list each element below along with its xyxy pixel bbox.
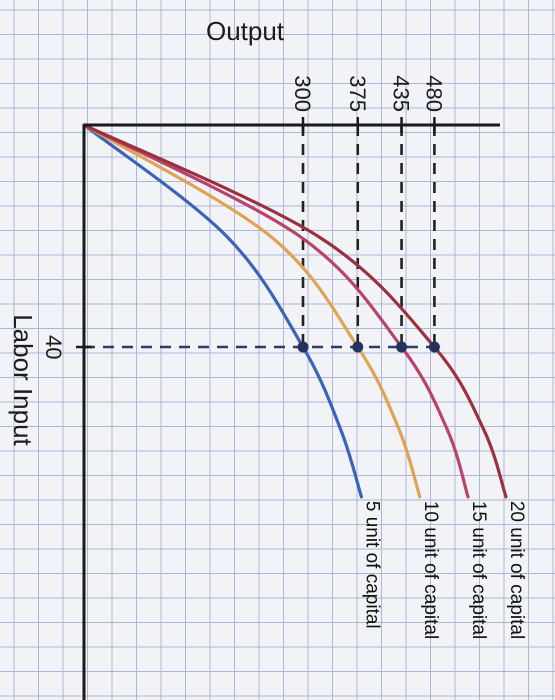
series-label-1: 5 unit of capital: [361, 501, 382, 629]
ticks: 300 375 435 480 40: [41, 75, 446, 359]
y-axis-title: Output: [206, 16, 285, 46]
tick-label-output-300: 300: [290, 75, 315, 112]
curve-series-3: [82, 123, 470, 499]
tick-label-labor-40: 40: [41, 335, 66, 359]
tick-label-output-435: 435: [389, 75, 414, 112]
tick-label-output-375: 375: [345, 75, 370, 112]
marker-dot-375: [352, 341, 364, 353]
tick-label-output-480: 480: [421, 75, 446, 112]
series-label-2: 10 unit of capital: [420, 501, 441, 639]
curves: [82, 123, 508, 499]
curve-series-2: [82, 123, 422, 499]
marker-dot-435: [396, 341, 408, 353]
series-label-4: 20 unit of capital: [506, 501, 527, 639]
series-label-3: 15 unit of capital: [468, 501, 489, 639]
x-axis-title: Labor Input: [8, 314, 38, 446]
curve-series-1: [82, 123, 363, 499]
marker-dot-300: [297, 341, 309, 353]
marker-dot-480: [428, 341, 440, 353]
curve-series-4: [82, 123, 508, 499]
dashed-guides: [84, 125, 436, 349]
labels: 5 unit of capital 10 unit of capital 15 un…: [361, 501, 527, 639]
markers: [297, 341, 440, 353]
